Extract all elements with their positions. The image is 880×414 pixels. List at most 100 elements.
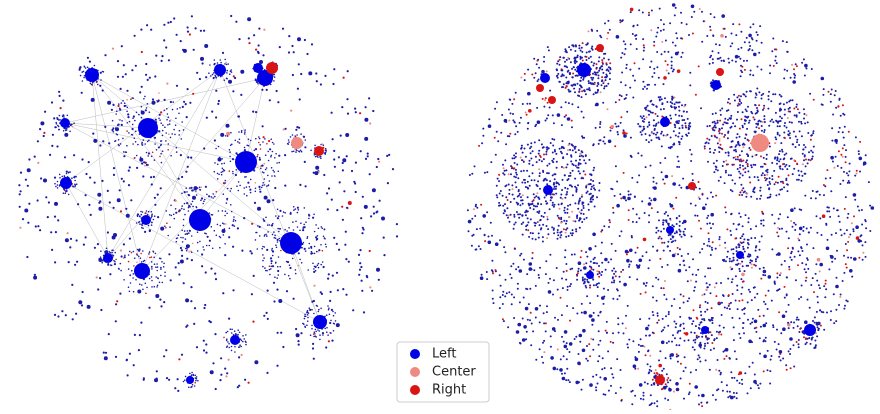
node <box>146 213 149 216</box>
node <box>706 197 709 200</box>
node <box>495 194 498 197</box>
node <box>860 209 863 211</box>
node <box>560 221 563 224</box>
node <box>345 133 350 137</box>
node <box>803 117 805 120</box>
node <box>738 170 741 173</box>
node <box>742 93 745 96</box>
node <box>388 153 391 156</box>
node <box>619 121 622 124</box>
node <box>87 161 90 164</box>
node <box>45 196 48 199</box>
node <box>114 261 116 263</box>
node <box>528 204 531 207</box>
node <box>132 97 134 99</box>
node <box>842 112 845 115</box>
node <box>728 257 731 260</box>
node <box>542 158 545 161</box>
node <box>591 323 594 326</box>
node <box>167 21 170 24</box>
node <box>289 277 291 280</box>
node <box>205 116 208 119</box>
node <box>581 221 584 223</box>
node <box>744 95 747 98</box>
node <box>515 201 518 204</box>
node <box>536 80 539 83</box>
node <box>695 280 698 283</box>
node <box>768 124 771 127</box>
node <box>829 177 832 179</box>
node <box>620 399 623 402</box>
node <box>376 210 379 213</box>
node <box>324 327 327 330</box>
node <box>489 221 492 224</box>
node <box>509 201 512 203</box>
node <box>592 184 595 187</box>
node <box>293 209 295 211</box>
node <box>312 342 315 345</box>
node <box>728 61 731 64</box>
node <box>581 378 584 381</box>
node <box>167 59 170 62</box>
node <box>118 189 121 192</box>
node <box>715 194 718 197</box>
node <box>549 180 552 183</box>
node <box>575 188 578 191</box>
node <box>262 141 264 143</box>
node <box>761 165 764 168</box>
node <box>609 129 612 132</box>
node <box>856 205 859 208</box>
node <box>719 113 722 116</box>
node <box>491 297 494 300</box>
node <box>809 226 812 229</box>
node <box>510 303 513 306</box>
node <box>730 281 733 284</box>
node <box>587 80 590 83</box>
node <box>638 264 641 267</box>
node <box>631 176 634 179</box>
node <box>160 140 162 142</box>
node <box>327 334 329 336</box>
node <box>584 162 587 165</box>
node <box>138 334 141 337</box>
node <box>681 51 684 54</box>
node <box>574 164 577 167</box>
node <box>647 350 649 353</box>
node <box>598 182 601 184</box>
node <box>194 374 197 377</box>
node <box>740 278 743 281</box>
node <box>129 274 132 276</box>
node <box>77 203 80 206</box>
node <box>232 90 235 93</box>
node <box>308 213 310 216</box>
node <box>68 171 70 173</box>
node <box>259 60 263 64</box>
node <box>688 34 690 36</box>
node <box>661 266 664 268</box>
node <box>334 320 337 322</box>
node <box>507 108 510 111</box>
node <box>510 277 513 279</box>
node <box>154 252 157 255</box>
node <box>785 163 788 166</box>
node <box>106 189 109 192</box>
node <box>603 225 606 228</box>
node <box>733 149 736 152</box>
node <box>643 46 646 49</box>
node <box>726 122 729 125</box>
node <box>158 281 161 284</box>
node <box>731 42 734 45</box>
node <box>169 120 171 122</box>
node <box>316 264 319 267</box>
node <box>779 107 782 110</box>
node <box>720 301 723 304</box>
node <box>166 108 168 110</box>
node <box>150 276 153 278</box>
node <box>809 92 812 95</box>
node <box>764 340 767 343</box>
node <box>179 246 182 250</box>
node <box>580 76 583 79</box>
node <box>843 232 846 235</box>
node <box>104 54 107 57</box>
node <box>785 179 788 182</box>
